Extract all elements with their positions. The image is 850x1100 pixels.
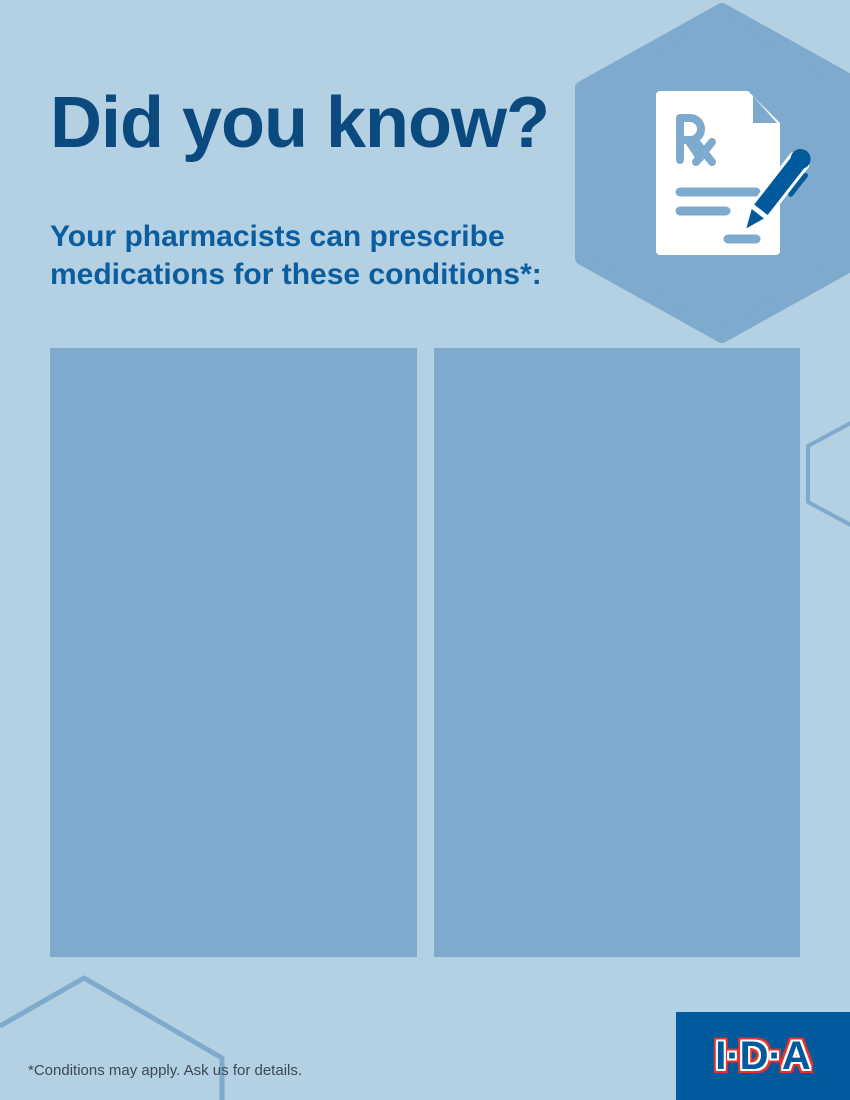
hexagon-outline-bottom [0,975,225,1100]
pen-icon [742,148,811,233]
prescription-document-pen-icon [656,91,811,255]
footnote: *Conditions may apply. Ask us for detail… [28,1062,303,1079]
conditions-panel-right [434,348,800,957]
page-title: Did you know? [50,83,550,163]
hexagon-outline-right [806,421,850,527]
ida-logo: I·D·A [676,1012,850,1100]
conditions-panel-left [50,348,417,957]
rx-symbol-icon [676,114,716,166]
page-subtitle: Your pharmacists can prescribe medicatio… [50,220,542,291]
ida-logo-text: I·D·A [715,1034,811,1078]
